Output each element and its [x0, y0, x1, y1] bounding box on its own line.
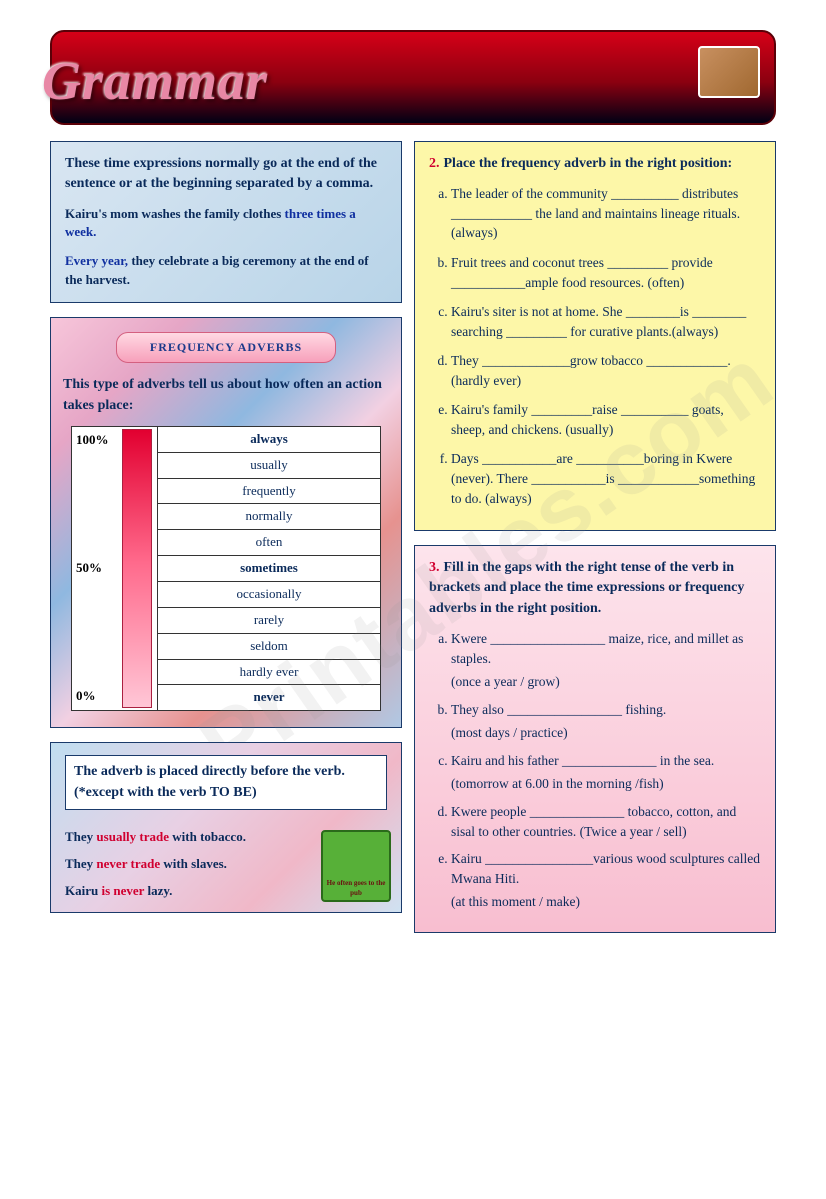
- right-column: 2. Place the frequency adverb in the righ…: [414, 141, 776, 933]
- exercise-item-text: They also _________________ fishing.: [451, 702, 666, 717]
- left-column: These time expressions normally go at th…: [50, 141, 402, 933]
- intro-heading: These time expressions normally go at th…: [65, 154, 387, 195]
- frequency-words-column: alwaysusuallyfrequentlynormallyoftensome…: [158, 427, 380, 710]
- frequency-adverbs-title: FREQUENCY ADVERBS: [116, 332, 336, 363]
- exercise-item-hint: (once a year / grow): [451, 672, 761, 692]
- exercise-item: Days ___________are __________boring in …: [451, 449, 761, 508]
- exercise-item: They also _________________ fishing. (mos…: [451, 700, 761, 743]
- frequency-word: never: [158, 685, 380, 710]
- pct-bot: 0%: [76, 687, 118, 706]
- exercise-item: Kwere _________________ maize, rice, and…: [451, 629, 761, 692]
- exercise-item-hint: (tomorrow at 6.00 in the morning /fish): [451, 774, 761, 794]
- frequency-word: rarely: [158, 608, 380, 634]
- frequency-gradient-bar: [122, 429, 152, 708]
- frequency-word: occasionally: [158, 582, 380, 608]
- exercise-item: Kwere people ______________ tobacco, cot…: [451, 802, 761, 841]
- frequency-table: 100% 50% 0% alwaysusuallyfrequentlynorma…: [71, 426, 381, 711]
- exercise-item: They _____________grow tobacco _________…: [451, 351, 761, 390]
- exercise-number: 2.: [429, 156, 440, 171]
- exercise-2-box: 2. Place the frequency adverb in the righ…: [414, 141, 776, 531]
- exercise-3-list: Kwere _________________ maize, rice, and…: [429, 629, 761, 912]
- exercise-item-hint: (most days / practice): [451, 723, 761, 743]
- exercise-2-heading: 2. Place the frequency adverb in the righ…: [429, 154, 761, 174]
- exercise-item-text: Kwere _________________ maize, rice, and…: [451, 631, 743, 666]
- pct-top: 100%: [76, 431, 118, 450]
- frequency-word: frequently: [158, 479, 380, 505]
- frequency-percent-column: 100% 50% 0%: [72, 427, 122, 710]
- exercise-3-box: 3.Fill in the gaps with the right tense …: [414, 545, 776, 933]
- exercise-item: Kairu's siter is not at home. She ______…: [451, 302, 761, 341]
- content-columns: These time expressions normally go at th…: [0, 135, 826, 955]
- exercise-item: The leader of the community __________ d…: [451, 184, 761, 243]
- frequency-word: always: [158, 427, 380, 453]
- example-text: Kairu's mom washes the family clothes: [65, 206, 285, 221]
- frequency-word: usually: [158, 453, 380, 479]
- exercise-item-text: Kairu ________________various wood sculp…: [451, 851, 760, 886]
- intro-example-2: Every year, they celebrate a big ceremon…: [65, 252, 387, 290]
- cartoon-image: He often goes to the pub: [321, 830, 391, 902]
- frequency-word: sometimes: [158, 556, 380, 582]
- pct-mid: 50%: [76, 559, 118, 578]
- frequency-word: seldom: [158, 634, 380, 660]
- header-thumbnail: [698, 46, 760, 98]
- frequency-word: often: [158, 530, 380, 556]
- frequency-adverbs-desc: This type of adverbs tell us about how o…: [63, 375, 389, 416]
- exercise-item: Fruit trees and coconut trees _________ …: [451, 253, 761, 292]
- placement-box: The adverb is placed directly before the…: [50, 742, 402, 913]
- frequency-word: hardly ever: [158, 660, 380, 686]
- example-highlight: Every year,: [65, 253, 128, 268]
- exercise-item: Kairu's family _________raise __________…: [451, 400, 761, 439]
- frequency-adverbs-box: FREQUENCY ADVERBS This type of adverbs t…: [50, 317, 402, 728]
- frequency-scale: 100% 50% 0%: [72, 427, 158, 710]
- exercise-2-list: The leader of the community __________ d…: [429, 184, 761, 508]
- placement-heading: The adverb is placed directly before the…: [65, 755, 387, 810]
- cartoon-caption: He often goes to the pub: [325, 878, 387, 898]
- page-title: Grammar: [42, 50, 268, 112]
- intro-box: These time expressions normally go at th…: [50, 141, 402, 303]
- exercise-3-heading: 3.Fill in the gaps with the right tense …: [429, 558, 761, 619]
- intro-example-1: Kairu's mom washes the family clothes th…: [65, 205, 387, 243]
- exercise-title: Fill in the gaps with the right tense of…: [429, 560, 744, 616]
- frequency-word: normally: [158, 504, 380, 530]
- header-banner: Grammar: [50, 30, 776, 125]
- exercise-title: Place the frequency adverb in the right …: [444, 156, 733, 171]
- exercise-item-text: Kwere people ______________ tobacco, cot…: [451, 804, 736, 839]
- exercise-item: Kairu and his father ______________ in t…: [451, 751, 761, 794]
- exercise-item: Kairu ________________various wood sculp…: [451, 849, 761, 912]
- exercise-number: 3.: [429, 560, 440, 575]
- exercise-item-hint: (at this moment / make): [451, 892, 761, 912]
- exercise-item-text: Kairu and his father ______________ in t…: [451, 753, 714, 768]
